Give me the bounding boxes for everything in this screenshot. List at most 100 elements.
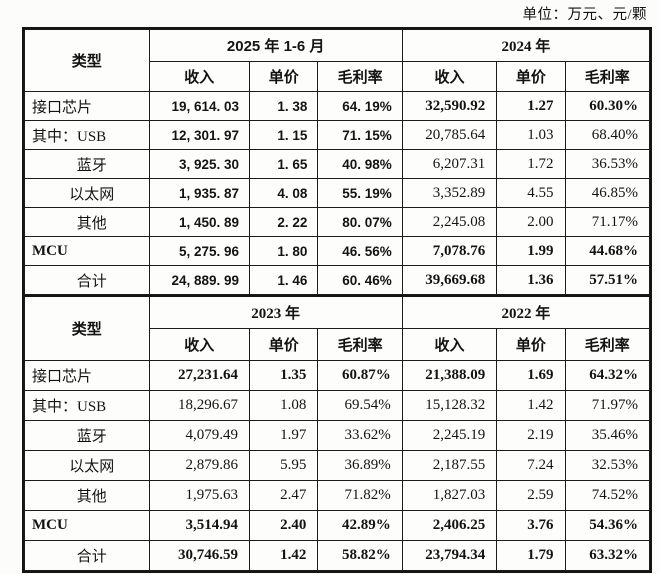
gross-margin-cell: 80. 07% [317, 207, 403, 237]
table-row-other: 其他 1, 450. 89 2. 22 80. 07% 2,245.08 2.0… [24, 207, 651, 237]
unit-price-cell: 7.24 [496, 449, 566, 481]
unit-price-cell: 1.03 [496, 120, 566, 150]
gross-margin-cell: 60.87% [317, 359, 403, 391]
unit-price-cell: 1.27 [496, 91, 566, 121]
unit-price-cell: 1.35 [249, 359, 319, 391]
revenue-cell: 1,827.03 [401, 479, 498, 511]
gross-margin-cell: 60.30% [564, 91, 651, 121]
revenue-cell: 2,406.25 [401, 509, 498, 541]
gross-margin-cell: 46. 56% [317, 236, 403, 266]
revenue-cell: 24, 889. 99 [148, 265, 251, 295]
period-header-2022: 2022 年 [401, 295, 651, 329]
revenue-cell: 32,590.92 [401, 91, 498, 121]
row-label: 蓝牙 [24, 419, 150, 451]
gross-margin-cell: 32.53% [564, 449, 651, 481]
gross-margin-cell: 40. 98% [317, 149, 403, 179]
col-header-revenue: 收入 [148, 61, 251, 92]
unit-price-cell: 1. 15 [249, 120, 319, 150]
revenue-cell: 3, 925. 30 [148, 149, 251, 179]
col-header-type: 类型 [24, 295, 150, 361]
unit-price-cell: 1.42 [496, 389, 566, 421]
col-header-gross-margin: 毛利率 [564, 327, 651, 361]
unit-price-cell: 1. 38 [249, 91, 319, 121]
table-row-usb: 其中：USB 18,296.67 1.08 69.54% 15,128.32 1… [24, 389, 651, 421]
revenue-cell: 1,975.63 [148, 479, 251, 511]
unit-price-cell: 2.40 [249, 509, 319, 541]
col-header-unit-price: 单价 [496, 327, 566, 361]
table-row-mcu: MCU 3,514.94 2.40 42.89% 2,406.25 3.76 5… [24, 509, 651, 541]
row-label: 接口芯片 [24, 359, 150, 391]
revenue-cell: 20,785.64 [401, 120, 498, 150]
col-header-revenue: 收入 [148, 327, 251, 361]
row-label: 以太网 [24, 449, 150, 481]
unit-price-cell: 1.08 [249, 389, 319, 421]
revenue-cell: 1, 450. 89 [148, 207, 251, 237]
unit-price-cell: 1.97 [249, 419, 319, 451]
row-label: 其中：USB [24, 389, 150, 421]
unit-price-cell: 1.99 [496, 236, 566, 266]
table-row-other: 其他 1,975.63 2.47 71.82% 1,827.03 2.59 74… [24, 479, 651, 511]
period-header-2025h1: 2025 年 1-6 月 [148, 29, 403, 62]
unit-price-cell: 2. 22 [249, 207, 319, 237]
revenue-cell: 2,245.19 [401, 419, 498, 451]
revenue-cell: 2,187.55 [401, 449, 498, 481]
revenue-cell: 27,231.64 [148, 359, 251, 391]
table-row-usb: 其中：USB 12, 301. 97 1. 15 71. 15% 20,785.… [24, 120, 651, 150]
gross-margin-cell: 71.82% [317, 479, 403, 511]
gross-margin-cell: 68.40% [564, 120, 651, 150]
revenue-cell: 12, 301. 97 [148, 120, 251, 150]
row-label: 其他 [24, 207, 150, 237]
revenue-cell: 4,079.49 [148, 419, 251, 451]
gross-margin-cell: 63.32% [564, 539, 651, 571]
revenue-cell: 6,207.31 [401, 149, 498, 179]
table-row-ethernet: 以太网 2,879.86 5.95 36.89% 2,187.55 7.24 3… [24, 449, 651, 481]
period-header-2024: 2024 年 [401, 29, 651, 62]
unit-price-cell: 3.76 [496, 509, 566, 541]
col-header-revenue: 收入 [401, 327, 498, 361]
revenue-cell: 21,388.09 [401, 359, 498, 391]
unit-price-cell: 4.55 [496, 178, 566, 208]
row-label: 合计 [24, 539, 150, 571]
revenue-cell: 2,245.08 [401, 207, 498, 237]
revenue-cell: 15,128.32 [401, 389, 498, 421]
col-header-gross-margin: 毛利率 [317, 327, 403, 361]
table-row-ethernet: 以太网 1, 935. 87 4. 08 55. 19% 3,352.89 4.… [24, 178, 651, 208]
unit-price-cell: 2.00 [496, 207, 566, 237]
unit-label: 单位：万元、元/颗 [522, 7, 647, 23]
gross-margin-cell: 55. 19% [317, 178, 403, 208]
col-header-revenue: 收入 [401, 61, 498, 92]
unit-price-cell: 5.95 [249, 449, 319, 481]
revenue-cell: 7,078.76 [401, 236, 498, 266]
revenue-cell: 3,352.89 [401, 178, 498, 208]
col-header-unit-price: 单价 [496, 61, 566, 92]
col-header-unit-price: 单价 [249, 327, 319, 361]
gross-margin-cell: 74.52% [564, 479, 651, 511]
revenue-cell: 2,879.86 [148, 449, 251, 481]
gross-margin-cell: 54.36% [564, 509, 651, 541]
table-row-total: 合计 24, 889. 99 1. 46 60. 46% 39,669.68 1… [24, 265, 651, 295]
gross-margin-cell: 58.82% [317, 539, 403, 571]
row-label: MCU [24, 509, 150, 541]
table-2025h1-2024: 类型 2025 年 1-6 月 2024 年 收入 单价 毛利率 收入 单价 毛… [24, 29, 651, 295]
pricing-tables-container: 类型 2025 年 1-6 月 2024 年 收入 单价 毛利率 收入 单价 毛… [22, 27, 652, 573]
gross-margin-cell: 64. 19% [317, 91, 403, 121]
gross-margin-cell: 33.62% [317, 419, 403, 451]
row-label: 以太网 [24, 178, 150, 208]
row-label: 合计 [24, 265, 150, 295]
gross-margin-cell: 42.89% [317, 509, 403, 541]
gross-margin-cell: 69.54% [317, 389, 403, 421]
unit-price-cell: 4. 08 [249, 178, 319, 208]
revenue-cell: 5, 275. 96 [148, 236, 251, 266]
table-2023-2022: 类型 2023 年 2022 年 收入 单价 毛利率 收入 单价 毛利率 接口芯… [24, 295, 651, 571]
row-label: 蓝牙 [24, 149, 150, 179]
table-row-total: 合计 30,746.59 1.42 58.82% 23,794.34 1.79 … [24, 539, 651, 571]
unit-price-cell: 1. 80 [249, 236, 319, 266]
revenue-cell: 23,794.34 [401, 539, 498, 571]
revenue-cell: 19, 614. 03 [148, 91, 251, 121]
unit-price-cell: 1.42 [249, 539, 319, 571]
period-header-2023: 2023 年 [148, 295, 403, 329]
unit-price-cell: 1.72 [496, 149, 566, 179]
row-label: 其他 [24, 479, 150, 511]
row-label: 接口芯片 [24, 91, 150, 121]
col-header-type: 类型 [24, 29, 150, 92]
